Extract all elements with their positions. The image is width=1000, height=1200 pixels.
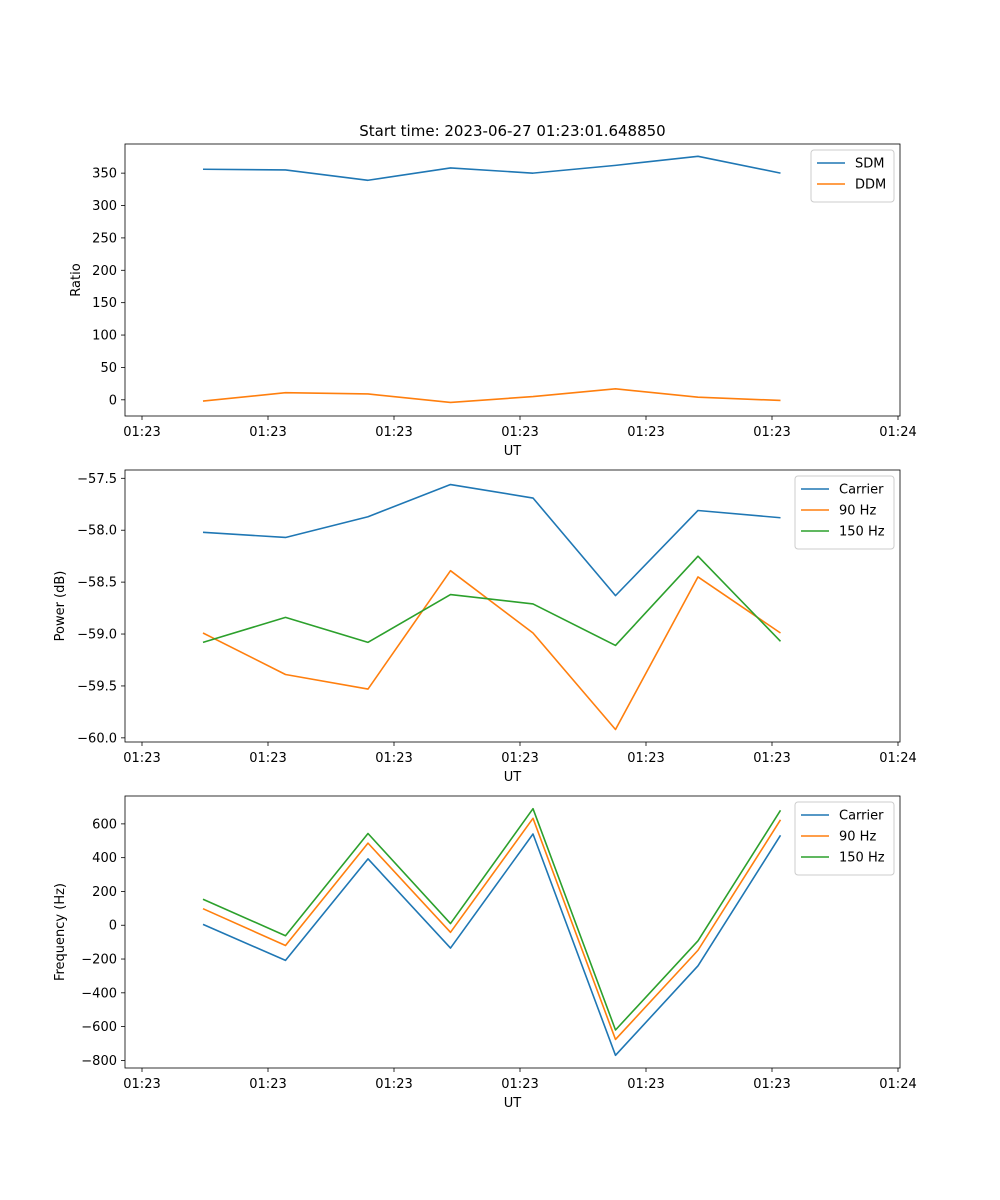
subplot-1: 01:23 01:23 01:23 01:23 01:23 01:23 01:24 0 50 10… <box>69 143 917 459</box>
legend-label: 150 Hz <box>839 525 885 540</box>
figure-title: Start time: 2023-06-27 01:23:01.648850 <box>359 122 665 140</box>
legend-label: Carrier <box>839 483 884 498</box>
y-tick-label: 250 <box>92 231 117 246</box>
x-tick-label: 01:23 <box>375 1077 412 1092</box>
x-tick-label: 01:23 <box>123 425 160 440</box>
subplot-3: 01:23 01:23 01:23 01:23 01:23 01:23 01:24 −800 −… <box>53 795 917 1111</box>
y-tick-label: 0 <box>109 393 117 408</box>
series-line-ddm <box>202 387 781 404</box>
legend-label: 90 Hz <box>839 504 876 519</box>
series-line-carrier <box>202 483 781 597</box>
y-axis-label: Power (dB) <box>53 571 68 642</box>
legend-label: SDM <box>855 157 884 172</box>
y-tick-label: 400 <box>92 851 117 866</box>
y-tick-label: 100 <box>92 329 117 344</box>
x-tick-label: 01:23 <box>123 1077 160 1092</box>
y-tick-label: −200 <box>81 953 117 968</box>
legend: Carrier 90 Hz 150 Hz <box>794 475 895 550</box>
y-tick-label: −59.5 <box>77 679 117 694</box>
y-tick-label: −600 <box>81 1020 117 1035</box>
x-tick-label: 01:23 <box>249 425 286 440</box>
y-tick-label: −60.0 <box>77 731 117 746</box>
x-tick-label: 01:24 <box>879 425 916 440</box>
y-tick-label: 200 <box>92 264 117 279</box>
legend-label: 150 Hz <box>839 851 885 866</box>
legend-label: 90 Hz <box>839 830 876 845</box>
x-tick-label: 01:24 <box>879 751 916 766</box>
x-tick-label: 01:23 <box>753 751 790 766</box>
x-tick-label: 01:23 <box>249 751 286 766</box>
axes-frame <box>124 143 901 417</box>
y-tick-label: 150 <box>92 296 117 311</box>
y-tick-label: −58.0 <box>77 524 117 539</box>
y-tick-label: 600 <box>92 817 117 832</box>
x-tick-label: 01:23 <box>375 751 412 766</box>
y-tick-label: 350 <box>92 167 117 182</box>
subplot-2: 01:23 01:23 01:23 01:23 01:23 01:23 01:24 −60.0… <box>53 469 917 785</box>
y-tick-label: 200 <box>92 885 117 900</box>
x-tick-label: 01:23 <box>123 751 160 766</box>
x-tick-label: 01:23 <box>249 1077 286 1092</box>
y-tick-label: −800 <box>81 1054 117 1069</box>
x-tick-label: 01:23 <box>501 1077 538 1092</box>
legend: Carrier 90 Hz 150 Hz <box>794 801 895 876</box>
x-tick-label: 01:23 <box>753 425 790 440</box>
y-tick-label: 0 <box>109 919 117 934</box>
x-axis-label: UT <box>504 770 522 785</box>
x-tick-label: 01:23 <box>753 1077 790 1092</box>
y-axis-label: Frequency (Hz) <box>53 883 68 981</box>
x-axis-label: UT <box>504 1096 522 1111</box>
x-tick-label: 01:24 <box>879 1077 916 1092</box>
axes-frame <box>124 795 901 1069</box>
y-tick-label: −400 <box>81 986 117 1001</box>
y-tick-label: −57.5 <box>77 472 117 487</box>
series-line-90-hz <box>202 817 782 1041</box>
legend-label: Carrier <box>839 809 884 824</box>
legend-label: DDM <box>855 178 886 193</box>
x-tick-label: 01:23 <box>501 751 538 766</box>
y-tick-label: −59.0 <box>77 628 117 643</box>
x-tick-label: 01:23 <box>627 751 664 766</box>
series-line-90-hz <box>202 569 781 731</box>
series-line-carrier <box>202 833 782 1057</box>
series-line-sdm <box>202 155 781 182</box>
axes-frame <box>124 469 901 743</box>
x-tick-label: 01:23 <box>627 1077 664 1092</box>
series-line-150-hz <box>202 807 782 1031</box>
x-tick-label: 01:23 <box>627 425 664 440</box>
x-tick-label: 01:23 <box>501 425 538 440</box>
legend: SDM DDM <box>810 149 895 203</box>
y-tick-label: −58.5 <box>77 576 117 591</box>
x-axis-label: UT <box>504 444 522 459</box>
y-axis-label: Ratio <box>69 263 84 296</box>
y-tick-label: 300 <box>92 199 117 214</box>
y-tick-label: 50 <box>100 361 117 376</box>
x-tick-label: 01:23 <box>375 425 412 440</box>
series-line-150-hz <box>202 555 782 647</box>
